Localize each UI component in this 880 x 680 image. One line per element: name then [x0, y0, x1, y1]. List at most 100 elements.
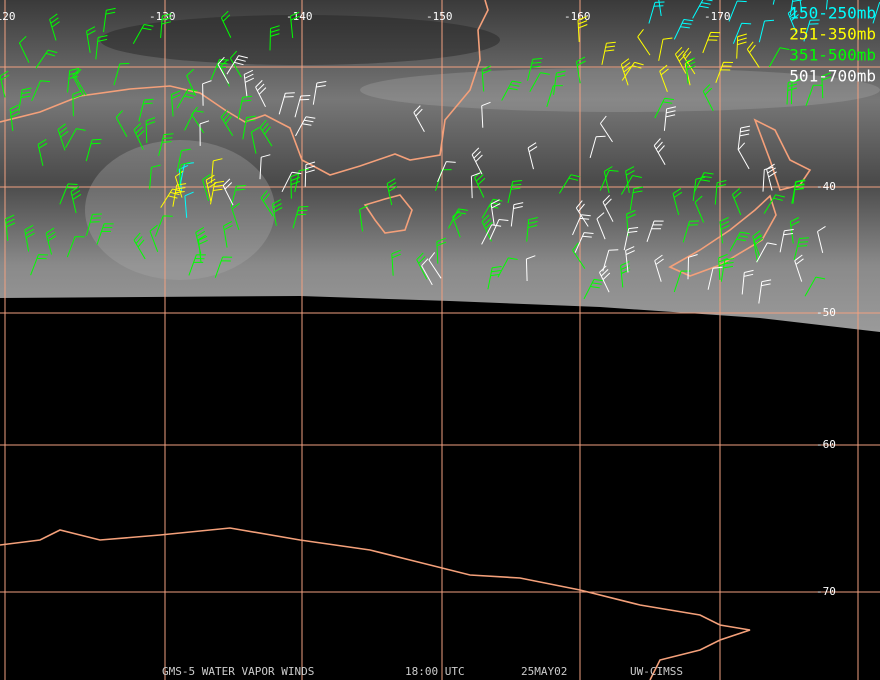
wind-barb — [176, 148, 191, 173]
wind-barb — [237, 95, 253, 120]
wind-barb — [621, 61, 644, 81]
wind-barb — [205, 174, 217, 202]
wind-barb — [231, 202, 240, 231]
wind-barb — [184, 191, 194, 218]
wind-barb — [72, 90, 83, 117]
wind-barb — [66, 236, 85, 258]
wind-barb — [732, 188, 742, 216]
wind-barb — [654, 97, 675, 119]
wind-barb — [821, 72, 832, 99]
wind-barb — [719, 216, 730, 244]
water-vapor-imagery — [0, 0, 880, 332]
wind-barb — [230, 185, 246, 208]
wind-barb — [184, 110, 204, 131]
wind-barb — [526, 217, 538, 242]
wind-barb — [133, 232, 146, 260]
wind-barb — [359, 204, 369, 232]
legend-entry: 251-350mb — [789, 25, 876, 44]
wind-barb — [217, 56, 230, 84]
tasmania-coast — [363, 194, 413, 234]
wind-barb — [672, 187, 683, 216]
wind-barb — [693, 172, 714, 193]
wind-barb — [428, 252, 442, 279]
wind-barb — [637, 28, 651, 56]
wind-barb — [629, 186, 644, 211]
wind-barb — [113, 62, 130, 86]
wind-barb — [229, 50, 242, 78]
wind-barb — [510, 202, 524, 227]
wind-barb — [74, 68, 87, 96]
wind-barb — [24, 224, 35, 252]
wind-barb — [718, 253, 729, 280]
wind-barb — [95, 35, 108, 60]
wind-barb — [817, 225, 826, 254]
dry-band — [100, 15, 500, 65]
longitude-label: -170 — [704, 10, 731, 23]
wind-barb — [9, 104, 20, 131]
wind-barb — [789, 217, 800, 244]
wind-barb — [692, 176, 706, 201]
wind-barb — [294, 95, 311, 118]
wind-barb — [763, 194, 785, 214]
wind-barb — [673, 270, 691, 293]
wind-barb — [746, 41, 760, 68]
wind-barb — [805, 84, 823, 107]
wind-barb — [72, 68, 84, 96]
antarctica-coast — [0, 527, 751, 680]
wind-barbs — [0, 0, 880, 304]
wind-barb — [601, 41, 616, 65]
legend-entry: 150-250mb — [789, 4, 876, 23]
wind-barb — [599, 265, 611, 293]
wind-barb — [658, 37, 673, 61]
longitude-label: -160 — [564, 10, 591, 23]
wind-barb — [45, 227, 57, 255]
wind-barb — [489, 219, 509, 240]
wind-barb — [37, 138, 48, 166]
legend: 150-250mb 251-350mb 351-500mb 501-700mb — [789, 4, 876, 86]
wind-barb — [220, 10, 232, 38]
wind-barb — [304, 161, 316, 187]
wind-barb — [685, 57, 696, 84]
wind-barb — [471, 147, 483, 175]
wind-barb — [70, 186, 82, 214]
wind-barb — [160, 13, 172, 38]
wind-barb — [525, 255, 536, 282]
wind-barb — [214, 256, 233, 278]
wind-barb — [753, 235, 763, 263]
wind-barb — [603, 166, 613, 194]
wind-barb — [558, 174, 581, 194]
wind-barb — [646, 220, 664, 242]
wind-barb — [31, 80, 50, 102]
wind-barb — [49, 13, 60, 41]
wind-barb — [707, 266, 723, 290]
wind-barb — [436, 237, 447, 264]
wind-barb — [278, 92, 295, 115]
wind-barb — [803, 19, 820, 42]
wind-barb — [694, 195, 705, 223]
wind-barb — [226, 55, 248, 75]
wind-barb — [57, 123, 69, 151]
wind-barb — [575, 200, 589, 227]
wind-barb — [255, 80, 267, 108]
wind-barb — [210, 180, 225, 205]
wind-barb — [195, 226, 206, 254]
wind-barb — [59, 183, 78, 205]
wind-barb — [67, 67, 80, 93]
wind-barb — [145, 117, 156, 143]
wind-barb — [572, 214, 591, 236]
wind-barb — [416, 252, 428, 280]
wind-barb — [791, 180, 806, 204]
wind-barb — [96, 223, 114, 245]
wind-barb — [507, 180, 523, 204]
wind-barb — [768, 47, 790, 68]
wind-barb — [673, 19, 694, 40]
wind-barb — [741, 269, 754, 295]
wind-barb — [737, 142, 750, 170]
wind-barb — [654, 254, 664, 282]
wind-barb — [242, 115, 256, 140]
wind-barb — [577, 16, 588, 43]
wind-barb — [85, 138, 102, 162]
wind-barb — [18, 87, 32, 112]
wind-barb — [576, 56, 586, 84]
